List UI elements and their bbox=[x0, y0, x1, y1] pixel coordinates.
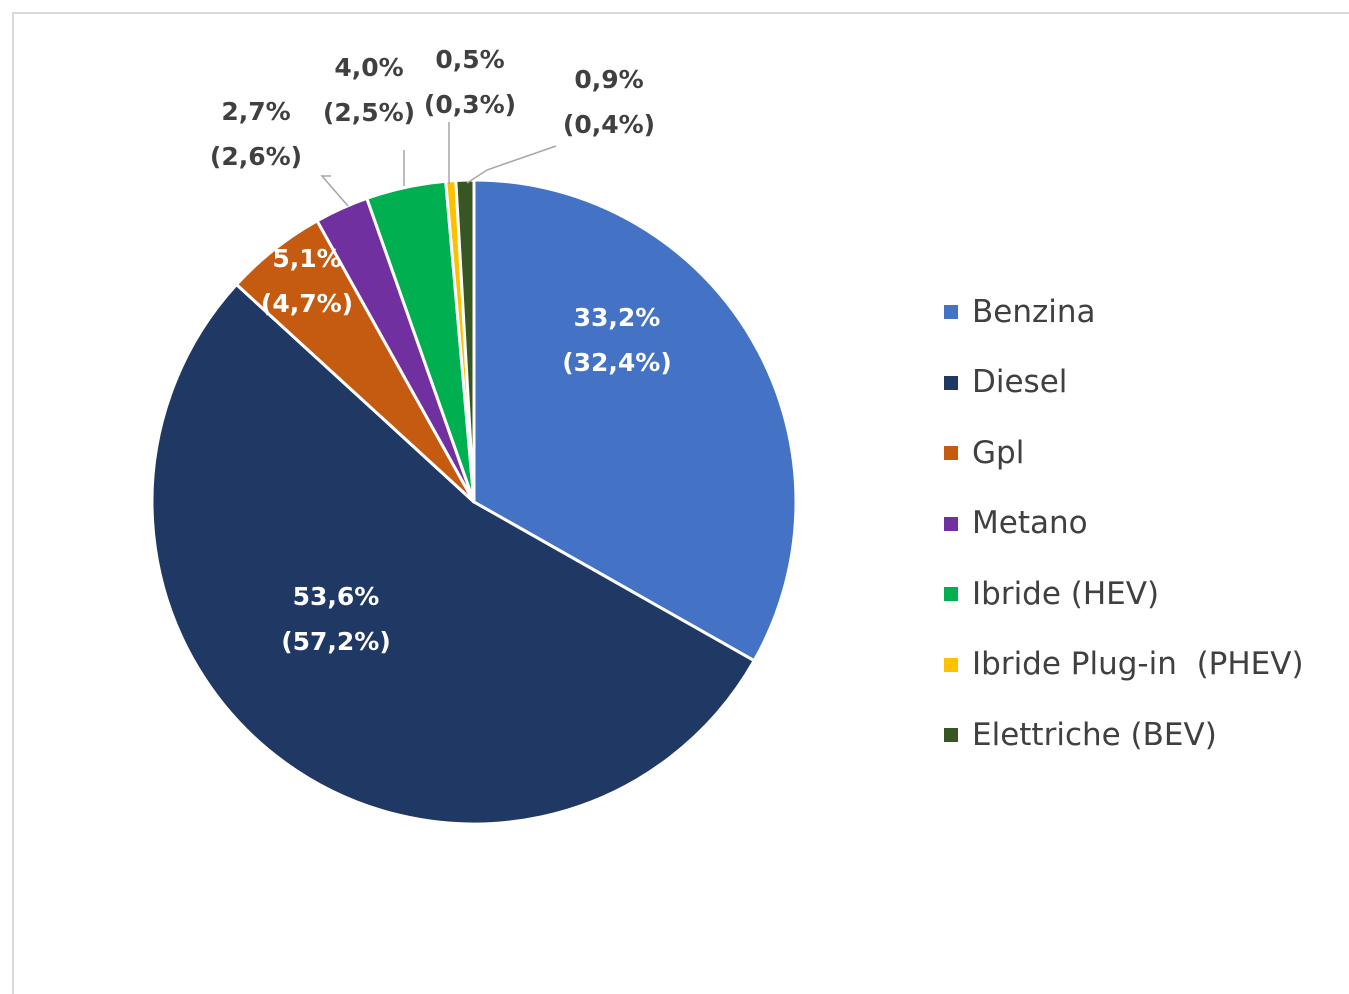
data-labels: 33,2% (32,4%) 53,6% (57,2%) 5,1% (4,7%) 2,7% (2… bbox=[210, 45, 672, 656]
legend-label: Gpl bbox=[972, 434, 1025, 471]
pie-slices bbox=[150, 178, 798, 826]
legend-label: Diesel bbox=[972, 364, 1068, 401]
data-label-ibride-hev: 4,0% (2,5%) bbox=[323, 53, 415, 127]
leader-lines bbox=[320, 122, 557, 207]
legend-swatch bbox=[944, 305, 958, 320]
data-label-elettriche-bev: 0,9% (0,4%) bbox=[563, 65, 655, 139]
data-label-diesel: 53,6% (57,2%) bbox=[281, 582, 391, 656]
legend-swatch bbox=[944, 587, 958, 602]
legend-swatch bbox=[944, 375, 958, 390]
data-label-gpl: 5,1% (4,7%) bbox=[261, 244, 353, 318]
legend-label: Ibride Plug-in (PHEV) bbox=[972, 646, 1304, 683]
legend-label: Benzina bbox=[972, 293, 1096, 330]
legend-item-elettriche-bev: Elettriche (BEV) bbox=[944, 700, 1304, 771]
legend-item-gpl: Gpl bbox=[944, 418, 1304, 489]
leader-line-metano bbox=[320, 175, 349, 207]
legend-item-benzina: Benzina bbox=[944, 277, 1304, 348]
leader-line-elettriche-bev bbox=[466, 145, 557, 184]
legend-label: Metano bbox=[972, 505, 1088, 542]
legend-item-diesel: Diesel bbox=[944, 348, 1304, 419]
legend-item-ibride-plug-in-phev: Ibride Plug-in (PHEV) bbox=[944, 630, 1304, 701]
data-label-metano: 2,7% (2,6%) bbox=[210, 97, 302, 171]
legend-swatch bbox=[944, 516, 958, 531]
data-label-ibride-plug-in-phev: 0,5% (0,3%) bbox=[424, 45, 516, 119]
legend-label: Ibride (HEV) bbox=[972, 575, 1160, 612]
pie-slice-elettriche-bev bbox=[454, 178, 476, 504]
legend: Benzina Diesel Gpl Metano Ibride (HEV) Ibride… bbox=[944, 277, 1304, 771]
legend-item-ibride-hev: Ibride (HEV) bbox=[944, 559, 1304, 630]
legend-label: Elettriche (BEV) bbox=[972, 716, 1217, 753]
legend-item-metano: Metano bbox=[944, 489, 1304, 560]
legend-swatch bbox=[944, 657, 958, 672]
pie-slice-diesel bbox=[150, 283, 756, 826]
legend-swatch bbox=[944, 728, 958, 743]
legend-swatch bbox=[944, 446, 958, 461]
data-label-benzina: 33,2% (32,4%) bbox=[562, 303, 672, 377]
pie-slice-benzina bbox=[472, 178, 798, 663]
